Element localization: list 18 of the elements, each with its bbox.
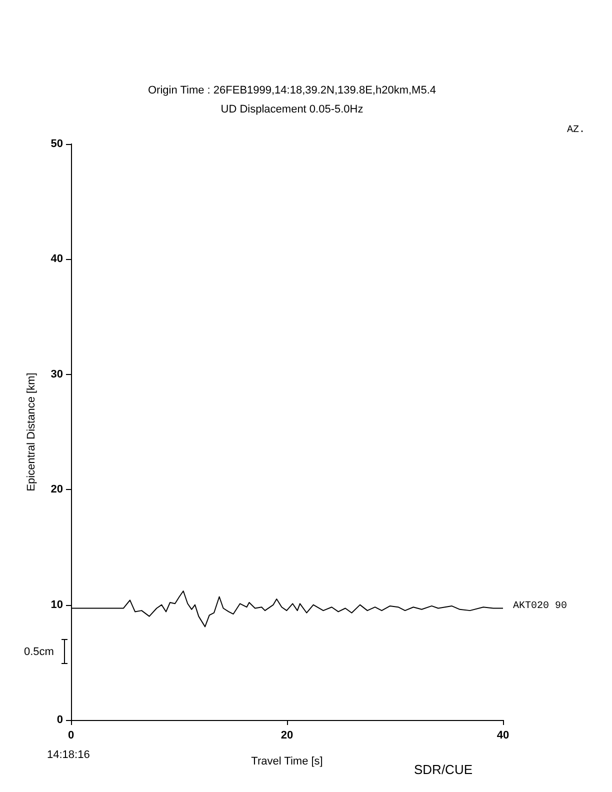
text: SDR/CUE	[414, 762, 473, 777]
x-tick-label: 20	[280, 730, 294, 742]
text: 0.5cm	[24, 646, 54, 658]
chart-title: Origin Time : 26FEB1999,14:18,39.2N,139.8E,h20km,M5.4	[148, 84, 436, 96]
y-tick-label: 50	[50, 138, 63, 150]
x-axis-title: Travel Time [s]	[251, 756, 323, 768]
y-tick-label: 20	[50, 484, 63, 496]
x-tick-label: 0	[68, 730, 74, 742]
x-tick-label: 40	[496, 730, 510, 742]
y-axis-title: Epicentral Distance [km]	[26, 372, 38, 492]
y-tick-label: 0	[56, 714, 63, 726]
text: AZ.	[567, 125, 586, 136]
annotation: AKT020 90	[513, 601, 568, 612]
y-tick-label: 30	[50, 368, 63, 380]
y-tick-label: 10	[50, 598, 63, 611]
y-tick-label: 40	[50, 253, 63, 266]
text: 14:18:16	[47, 749, 90, 761]
chart-subtitle: UD Displacement 0.05-5.0Hz	[220, 104, 364, 116]
